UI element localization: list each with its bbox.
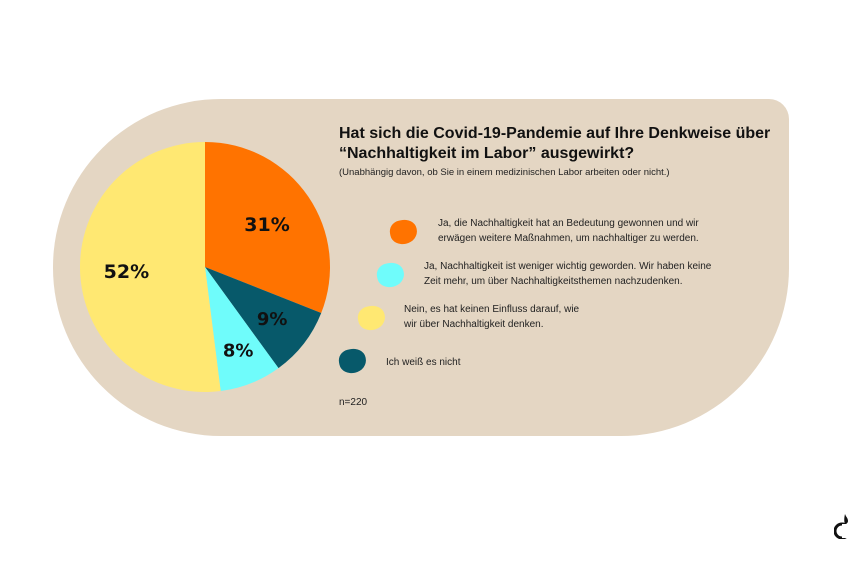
pie-slice (205, 267, 279, 392)
slice-data-label: 9% (257, 309, 288, 330)
chart-title: Hat sich die Covid-19-Pandemie auf Ihre … (339, 125, 771, 162)
pie-slice (205, 267, 322, 369)
brand-logo-icon (834, 514, 850, 539)
legend-label-line1: Ich weiß es nicht (386, 357, 461, 368)
slice-data-label: 31% (244, 214, 289, 236)
pie-slice (205, 142, 330, 314)
legend-label-line2: wir über Nachhaltigkeit denken. (404, 319, 544, 330)
slice-data-label: 52% (104, 261, 149, 283)
legend-label-line1: Nein, es hat keinen Einfluss darauf, wie (404, 304, 580, 315)
legend-label-line2: erwägen weitere Maßnahmen, um nachhaltig… (438, 233, 699, 244)
sample-size-note: n=220 (339, 397, 368, 408)
legend-label-line1: Ja, Nachhaltigkeit ist weniger wichtig g… (424, 261, 712, 272)
slice-data-label: 8% (223, 341, 254, 362)
pie-slice (80, 142, 221, 392)
chart-subtitle: (Unabhängig davon, ob Sie in einem mediz… (339, 167, 670, 178)
legend-label-line1: Ja, die Nachhaltigkeit hat an Bedeutung … (438, 218, 699, 229)
legend-label-line2: Zeit mehr, um über Nachhaltigkeitsthemen… (424, 276, 683, 287)
